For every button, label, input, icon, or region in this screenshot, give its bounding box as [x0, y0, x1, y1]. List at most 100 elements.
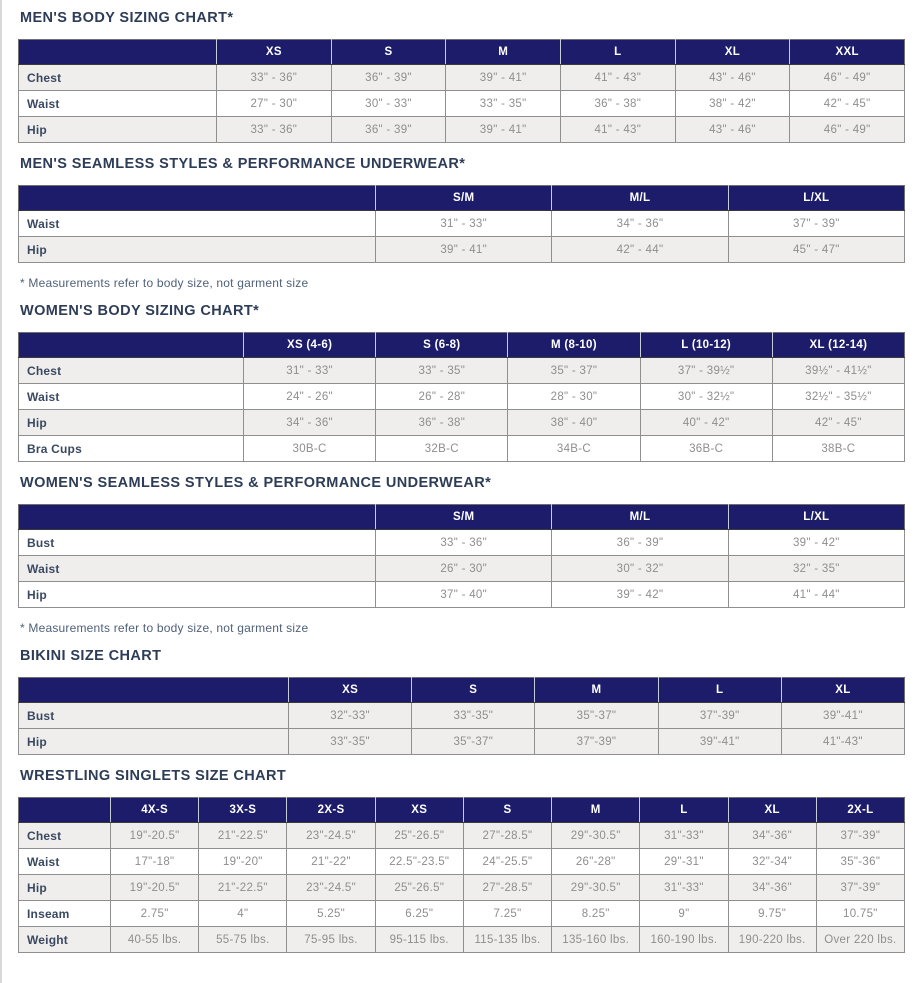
table-row: Hip 19"-20.5" 21"-22.5" 23"-24.5" 25"-26.5" 2…	[18, 874, 906, 901]
column-header: M (8-10)	[507, 332, 641, 358]
corner-cell	[18, 185, 376, 211]
size-value-cell: 33" - 36"	[216, 64, 332, 91]
size-value-cell: 9"	[639, 900, 729, 927]
size-value-cell: 24" - 26"	[242, 383, 377, 410]
size-value-cell: 34B-C	[507, 435, 641, 462]
row-label: Chest	[18, 357, 244, 384]
section-title-bikini: BIKINI SIZE CHART	[20, 648, 162, 664]
womens-seamless-table: S/M M/L L/XL Bust 33" - 36" 36" - 39" 39" - 42…	[18, 504, 906, 608]
size-value-cell: 42" - 44"	[551, 236, 729, 263]
table-row: Waist 27" - 30" 30" - 33" 33" - 35" 36" - 38…	[18, 90, 905, 117]
size-value-cell: 21"-22.5"	[198, 822, 288, 849]
size-value-cell: 41" - 43"	[559, 64, 676, 91]
column-header: 3X-S	[198, 797, 287, 823]
size-value-cell: 37" - 39½"	[639, 357, 773, 384]
size-value-cell: 5.25"	[286, 900, 376, 927]
row-label: Hip	[18, 236, 376, 263]
size-value-cell: 25"-26.5"	[374, 874, 464, 901]
column-header: M/L	[551, 504, 729, 530]
column-header: S	[330, 39, 446, 65]
size-value-cell: 34" - 36"	[551, 210, 729, 237]
size-value-cell: 19"-20.5"	[109, 822, 200, 849]
size-value-cell: 39" - 41"	[374, 236, 553, 263]
size-value-cell: 27"-28.5"	[462, 822, 553, 849]
wrestling-table: 4X-S 3X-S 2X-S XS S M L XL 2X-L Chest 19"-20.5" 21"…	[18, 797, 906, 953]
corner-cell	[18, 797, 111, 823]
column-header: XS	[287, 677, 412, 703]
row-label: Bust	[18, 702, 289, 729]
column-header: L (10-12)	[639, 332, 773, 358]
size-value-cell: 43" - 46"	[674, 64, 791, 91]
column-header: S (6-8)	[375, 332, 508, 358]
size-value-cell: 35"-37"	[411, 728, 536, 755]
section-title-wrestling: WRESTLING SINGLETS SIZE CHART	[20, 768, 287, 784]
size-value-cell: 26" - 30"	[374, 555, 553, 582]
size-value-cell: 31"-33"	[639, 822, 729, 849]
size-value-cell: 33" - 36"	[216, 116, 332, 143]
table-row: Hip 33" - 36" 36" - 39" 39" - 41" 41" - 43" 4…	[18, 116, 905, 143]
size-value-cell: 7.25"	[462, 900, 553, 927]
size-value-cell: 33"-35"	[411, 702, 536, 729]
size-value-cell: 35"-36"	[815, 848, 906, 875]
row-label: Inseam	[18, 900, 111, 927]
section-mens-seamless: MEN'S SEAMLESS STYLES & PERFORMANCE UNDE…	[18, 156, 906, 290]
table-row: Waist 31" - 33" 34" - 36" 37" - 39"	[18, 210, 906, 237]
column-header: M	[551, 797, 640, 823]
size-value-cell: 38" - 40"	[507, 409, 641, 436]
size-value-cell: 34"-36"	[727, 822, 817, 849]
table-row: Chest 33" - 36" 36" - 39" 39" - 41" 41" - 43…	[18, 64, 905, 91]
section-womens-seamless: WOMEN'S SEAMLESS STYLES & PERFORMANCE UN…	[18, 475, 906, 635]
size-value-cell: 35" - 37"	[507, 357, 641, 384]
size-value-cell: 9.75"	[727, 900, 817, 927]
column-header: XL	[727, 797, 817, 823]
section-bikini: BIKINI SIZE CHART XS S M L XL Bust 32"-33" 33"-3…	[18, 648, 906, 755]
size-value-cell: 30" - 33"	[330, 90, 447, 117]
header-row: 4X-S 3X-S 2X-S XS S M L XL 2X-L	[18, 797, 905, 823]
row-label: Waist	[18, 383, 244, 410]
section-title-womens-seamless: WOMEN'S SEAMLESS STYLES & PERFORMANCE UN…	[20, 475, 492, 491]
table-row: Waist 24" - 26" 26" - 28" 28" - 30" 30" - 32…	[18, 383, 906, 410]
size-value-cell: 30" - 32½"	[639, 383, 773, 410]
measurement-footnote: * Measurements refer to body size, not g…	[20, 276, 309, 290]
size-value-cell: 41" - 44"	[727, 581, 906, 608]
size-value-cell: 40" - 42"	[639, 409, 773, 436]
size-value-cell: 31"-33"	[639, 874, 729, 901]
column-header: 4X-S	[109, 797, 199, 823]
section-mens-body: MEN'S BODY SIZING CHART* XS S M L XL XXL Chest 3…	[18, 10, 905, 143]
section-womens-body: WOMEN'S BODY SIZING CHART* XS (4-6) S (6-8…	[18, 303, 906, 462]
table-row: Waist 17"-18" 19"-20" 21"-22" 22.5"-23.5" 24"…	[18, 848, 906, 875]
row-label: Chest	[18, 822, 111, 849]
size-value-cell: 36" - 38"	[375, 409, 509, 436]
size-value-cell: 37" - 39"	[727, 210, 906, 237]
size-value-cell: 39"-41"	[657, 728, 782, 755]
table-row: Bust 32"-33" 33"-35" 35"-37" 37"-39" 39"-41"	[18, 702, 906, 729]
row-label: Waist	[18, 848, 111, 875]
section-title-mens-body: MEN'S BODY SIZING CHART*	[20, 10, 234, 26]
size-value-cell: 46" - 49"	[789, 116, 905, 143]
size-value-cell: 22.5"-23.5"	[374, 848, 464, 875]
size-value-cell: 23"-24.5"	[286, 874, 376, 901]
measurement-footnote: * Measurements refer to body size, not g…	[20, 621, 309, 635]
header-row: XS (4-6) S (6-8) M (8-10) L (10-12) XL (12-1…	[18, 332, 905, 358]
size-value-cell: 32" - 35"	[727, 555, 906, 582]
table-row: Chest 31" - 33" 33" - 35" 35" - 37" 37" - 39…	[18, 357, 906, 384]
size-value-cell: 19"-20.5"	[109, 874, 200, 901]
size-value-cell: 24"-25.5"	[462, 848, 553, 875]
size-value-cell: 42" - 45"	[771, 409, 906, 436]
size-value-cell: 39" - 41"	[445, 64, 561, 91]
size-value-cell: 29"-30.5"	[551, 874, 641, 901]
header-row: XS S M L XL	[18, 677, 905, 703]
size-value-cell: 27" - 30"	[216, 90, 332, 117]
size-value-cell: 17"-18"	[109, 848, 200, 875]
table-row: Hip 33"-35" 35"-37" 37"-39" 39"-41" 41"-43"	[18, 728, 906, 755]
column-header: L/XL	[727, 185, 905, 211]
size-value-cell: 32½" - 35½"	[771, 383, 906, 410]
size-value-cell: 31" - 33"	[374, 210, 553, 237]
header-row: XS S M L XL XXL	[18, 39, 905, 65]
corner-cell	[18, 677, 289, 703]
size-value-cell: 4"	[198, 900, 288, 927]
row-label: Hip	[18, 874, 111, 901]
size-value-cell: 33" - 36"	[374, 529, 553, 556]
row-label: Bra Cups	[18, 435, 244, 462]
